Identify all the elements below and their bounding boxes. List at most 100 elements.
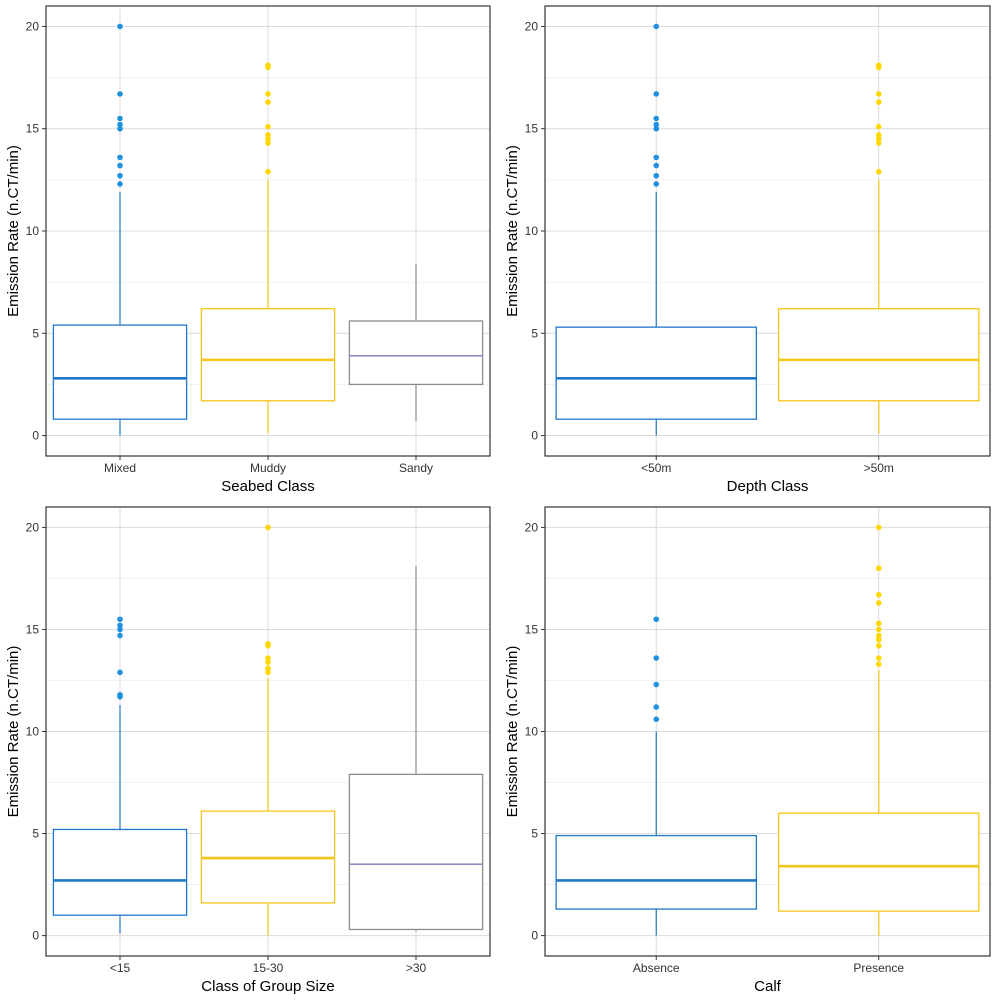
y-tick-label: 20 xyxy=(525,19,539,33)
outlier-point xyxy=(875,91,882,97)
outlier-point xyxy=(117,669,123,676)
outlier-point xyxy=(265,123,271,130)
outlier-point xyxy=(875,123,882,130)
outlier-point xyxy=(875,661,882,667)
y-tick-label: 15 xyxy=(525,122,539,136)
outlier-point xyxy=(117,115,123,122)
outlier-point xyxy=(265,140,271,146)
outlier-point xyxy=(265,168,271,175)
outlier-point xyxy=(653,125,660,132)
y-tick-label: 10 xyxy=(525,725,539,739)
outlier-point xyxy=(265,136,271,142)
box-iqr xyxy=(200,308,336,402)
box-<50m xyxy=(555,23,758,436)
y-tick-label: 0 xyxy=(32,929,39,943)
y-tick-label: 0 xyxy=(531,429,538,443)
outlier-point xyxy=(875,565,882,572)
outlier-point xyxy=(265,640,271,647)
outlier-point xyxy=(653,162,660,169)
outlier-point xyxy=(875,655,882,661)
outlier-point xyxy=(117,23,123,30)
outlier-point xyxy=(117,181,123,187)
chart-panel-1: 0 5 10 15 20 Mixed Muddy Sandy Seabed Class Emiss… xyxy=(5,5,491,495)
chart-panel-4: 0 5 10 15 20 Absence Presence Calf Emission Rate… xyxy=(504,506,991,995)
y-tick-label: 15 xyxy=(26,622,40,636)
y-tick-label: 5 xyxy=(32,326,39,340)
outlier-point xyxy=(653,655,660,661)
outlier-point xyxy=(875,132,882,138)
y-tick-label: 20 xyxy=(525,520,539,534)
outlier-point xyxy=(117,691,123,698)
x-axis-title: Calf xyxy=(754,978,782,995)
outlier-point xyxy=(875,524,882,531)
outlier-point xyxy=(653,121,660,128)
y-tick-label: 0 xyxy=(32,429,39,443)
outlier-point xyxy=(875,642,882,649)
box-Absence xyxy=(555,616,758,936)
x-tick-label: Absence xyxy=(633,961,680,975)
x-axis-title: Seabed Class xyxy=(221,478,314,495)
outlier-point xyxy=(875,636,882,643)
box-15-30 xyxy=(200,524,336,936)
box-iqr xyxy=(348,320,484,386)
outlier-point xyxy=(653,681,660,688)
outlier-point xyxy=(117,154,123,161)
box-<15 xyxy=(52,616,188,934)
x-tick-label: Muddy xyxy=(250,461,286,475)
y-tick-label: 10 xyxy=(26,224,40,238)
box-iqr xyxy=(555,834,758,910)
y-axis-title: Emission Rate (n.CT/min) xyxy=(504,145,521,317)
outlier-point xyxy=(875,99,882,105)
outlier-point xyxy=(265,655,271,661)
outlier-point xyxy=(265,62,271,69)
x-tick-label: >50m xyxy=(864,461,894,475)
outlier-point xyxy=(875,632,882,639)
outlier-point xyxy=(117,632,123,639)
outlier-point xyxy=(117,125,123,132)
outlier-point xyxy=(117,121,123,128)
outlier-point xyxy=(875,168,882,175)
y-axis-title: Emission Rate (n.CT/min) xyxy=(5,145,22,317)
y-axis-title: Emission Rate (n.CT/min) xyxy=(504,646,521,818)
outlier-point xyxy=(265,665,271,672)
outlier-point xyxy=(653,716,660,723)
chart-panel-2: 0 5 10 15 20 <50m >50m Depth Class Emission Rate… xyxy=(504,5,991,495)
x-tick-label: <50m xyxy=(641,461,671,475)
outlier-point xyxy=(117,626,123,633)
x-axis-title: Depth Class xyxy=(727,478,809,495)
box-iqr xyxy=(348,773,484,931)
chart-panel-3: 0 5 10 15 20 <15 15-30 >30 Class of Group Size Em… xyxy=(5,506,491,995)
x-tick-label: <15 xyxy=(110,961,131,975)
box->30 xyxy=(348,566,484,932)
outlier-point xyxy=(653,172,660,179)
y-axis-title: Emission Rate (n.CT/min) xyxy=(5,646,22,818)
box->50m xyxy=(777,62,980,434)
outlier-point xyxy=(265,132,271,138)
outlier-point xyxy=(117,162,123,169)
y-tick-label: 0 xyxy=(531,929,538,943)
outlier-point xyxy=(875,136,882,142)
box-iqr xyxy=(555,326,758,420)
outlier-point xyxy=(117,616,123,623)
x-tick-label: >30 xyxy=(406,961,427,975)
x-tick-label: 15-30 xyxy=(253,961,284,975)
x-tick-label: Sandy xyxy=(399,461,433,475)
outlier-point xyxy=(653,23,660,30)
outlier-point xyxy=(653,154,660,161)
outlier-point xyxy=(653,115,660,122)
y-tick-label: 20 xyxy=(26,520,40,534)
outlier-point xyxy=(117,172,123,179)
outlier-point xyxy=(265,99,271,105)
box-iqr xyxy=(52,324,188,420)
outlier-point xyxy=(875,591,882,598)
box-iqr xyxy=(52,828,188,916)
outlier-point xyxy=(265,524,271,531)
outlier-point xyxy=(265,659,271,665)
x-tick-label: Mixed xyxy=(104,461,136,475)
box-Presence xyxy=(777,524,980,936)
y-tick-label: 20 xyxy=(26,19,40,33)
outlier-point xyxy=(875,620,882,627)
outlier-point xyxy=(875,600,882,606)
